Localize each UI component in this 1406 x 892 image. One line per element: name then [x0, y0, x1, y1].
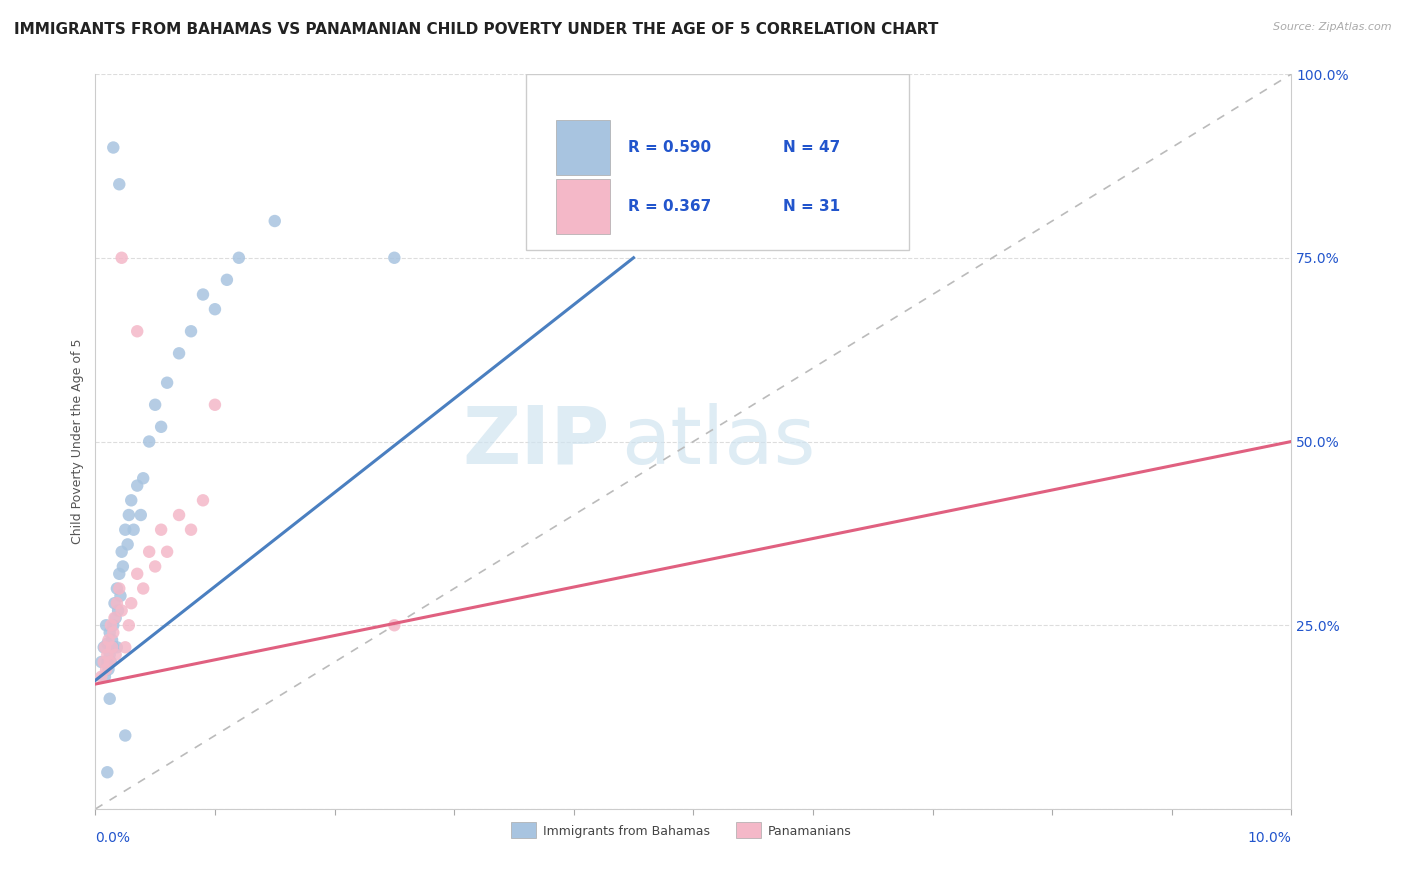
Point — [110, 589, 132, 603]
Point — [103, 140, 125, 154]
Point — [138, 545, 160, 559]
Point — [167, 346, 190, 360]
Point — [108, 566, 131, 581]
Point — [120, 493, 142, 508]
Point — [93, 655, 115, 669]
Point — [191, 287, 214, 301]
Point — [127, 478, 149, 492]
Point — [150, 523, 173, 537]
Point — [98, 691, 121, 706]
Point — [108, 582, 131, 596]
Point — [103, 640, 125, 655]
Point — [103, 618, 125, 632]
Point — [118, 618, 141, 632]
Point — [108, 178, 131, 192]
Point — [94, 662, 117, 676]
Point — [228, 251, 250, 265]
Point — [114, 523, 136, 537]
Point — [107, 603, 129, 617]
Point — [96, 637, 118, 651]
Point — [382, 618, 405, 632]
Point — [127, 324, 149, 338]
Point — [93, 640, 115, 655]
Point — [167, 508, 190, 522]
Point — [96, 765, 118, 780]
Point — [105, 596, 128, 610]
Point — [129, 508, 152, 522]
Point — [263, 214, 285, 228]
Point — [122, 523, 145, 537]
Point — [191, 493, 214, 508]
Point — [94, 670, 117, 684]
Text: Immigrants from Bahamas: Immigrants from Bahamas — [543, 825, 710, 838]
Text: IMMIGRANTS FROM BAHAMAS VS PANAMANIAN CHILD POVERTY UNDER THE AGE OF 5 CORRELATI: IMMIGRANTS FROM BAHAMAS VS PANAMANIAN CH… — [14, 22, 938, 37]
Point — [111, 559, 134, 574]
Point — [103, 611, 125, 625]
Point — [132, 471, 155, 485]
Point — [127, 566, 149, 581]
Point — [180, 523, 202, 537]
Point — [94, 618, 117, 632]
Point — [138, 434, 160, 449]
Text: Panamanians: Panamanians — [768, 825, 852, 838]
Point — [96, 648, 118, 662]
Text: atlas: atlas — [621, 402, 815, 481]
Point — [111, 603, 134, 617]
Point — [103, 625, 125, 640]
Point — [143, 398, 166, 412]
Point — [104, 648, 127, 662]
Point — [114, 640, 136, 655]
Point — [90, 655, 112, 669]
Point — [98, 648, 121, 662]
Text: R = 0.590: R = 0.590 — [627, 140, 710, 155]
Point — [97, 662, 120, 676]
Point — [215, 273, 238, 287]
Point — [117, 537, 139, 551]
Point — [382, 251, 405, 265]
Text: 0.0%: 0.0% — [96, 831, 131, 846]
Point — [105, 640, 128, 655]
Y-axis label: Child Poverty Under the Age of 5: Child Poverty Under the Age of 5 — [72, 339, 84, 544]
Point — [143, 559, 166, 574]
Point — [98, 655, 121, 669]
FancyBboxPatch shape — [526, 74, 908, 251]
Point — [180, 324, 202, 338]
Point — [114, 729, 136, 743]
Point — [101, 640, 124, 655]
Point — [111, 251, 134, 265]
Point — [90, 670, 112, 684]
Point — [101, 632, 124, 647]
Point — [94, 640, 117, 655]
Point — [100, 618, 122, 632]
Point — [204, 302, 226, 317]
Point — [100, 655, 122, 669]
Point — [98, 625, 121, 640]
Text: ZIP: ZIP — [463, 402, 610, 481]
Point — [97, 632, 120, 647]
Point — [118, 508, 141, 522]
Point — [111, 545, 134, 559]
Text: N = 31: N = 31 — [783, 199, 841, 214]
Point — [103, 596, 125, 610]
Point — [120, 596, 142, 610]
Point — [104, 611, 127, 625]
Text: 10.0%: 10.0% — [1247, 831, 1291, 846]
Point — [150, 419, 173, 434]
FancyBboxPatch shape — [555, 120, 610, 175]
Text: N = 47: N = 47 — [783, 140, 841, 155]
Point — [156, 376, 179, 390]
Point — [204, 398, 226, 412]
Text: Source: ZipAtlas.com: Source: ZipAtlas.com — [1274, 22, 1392, 32]
Point — [132, 582, 155, 596]
Point — [96, 655, 118, 669]
Point — [105, 582, 128, 596]
Point — [156, 545, 179, 559]
Text: R = 0.367: R = 0.367 — [627, 199, 711, 214]
FancyBboxPatch shape — [555, 178, 610, 234]
